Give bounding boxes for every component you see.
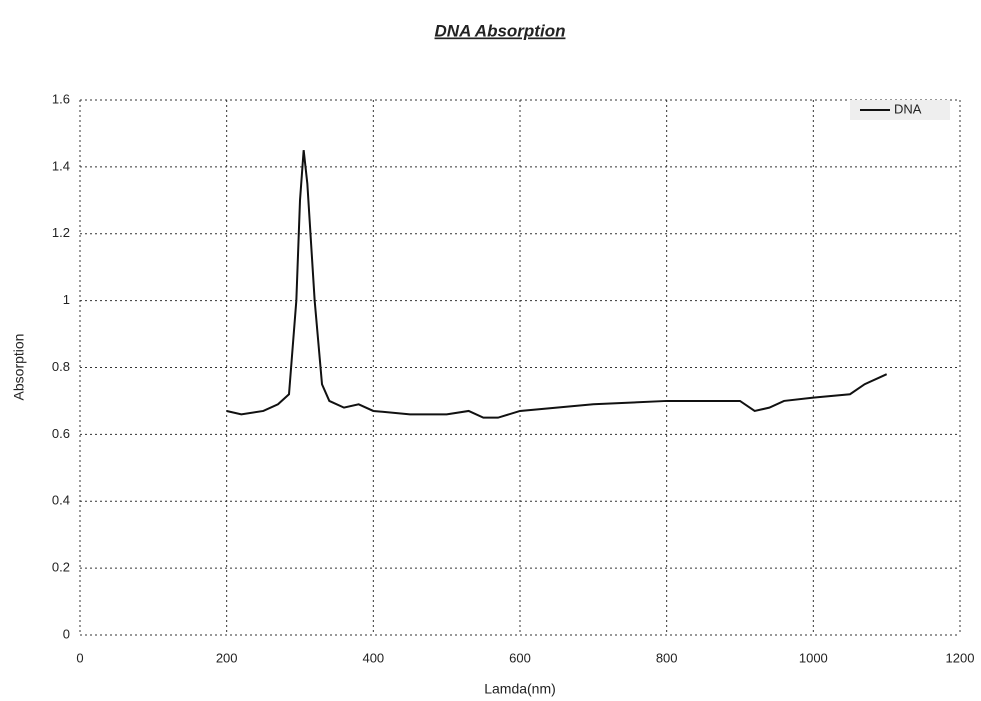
x-tick-label: 400 [362,650,384,665]
x-axis-label: Lamda(nm) [484,681,556,697]
chart-title: DNA Absorption [435,21,566,40]
x-tick-label: 600 [509,650,531,665]
y-tick-label: 0.4 [52,493,70,508]
x-tick-label: 1000 [799,650,828,665]
x-tick-label: 800 [656,650,678,665]
y-tick-label: 1.6 [52,91,70,106]
x-tick-label: 200 [216,650,238,665]
x-tick-label: 0 [76,650,83,665]
y-tick-label: 0.6 [52,426,70,441]
y-axis-label: Absorption [11,334,27,401]
y-tick-label: 1 [63,292,70,307]
data-line [227,150,887,418]
y-tick-label: 1.2 [52,225,70,240]
x-tick-label: 1200 [946,650,975,665]
y-tick-label: 0.8 [52,359,70,374]
legend-label: DNA [894,101,922,116]
y-tick-label: 1.4 [52,158,70,173]
y-tick-label: 0.2 [52,560,70,575]
y-tick-label: 0 [63,626,70,641]
chart: DNA Absorption Lamda(nm) Absorption 0 0.2… [0,0,981,701]
